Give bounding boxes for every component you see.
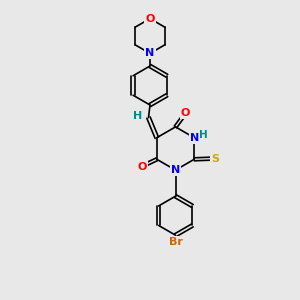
Text: N: N xyxy=(171,165,180,175)
Text: H: H xyxy=(134,111,142,121)
Text: O: O xyxy=(138,162,147,172)
Text: S: S xyxy=(211,154,219,164)
Text: H: H xyxy=(200,130,208,140)
Text: Br: Br xyxy=(169,237,182,247)
Text: N: N xyxy=(190,133,199,143)
Text: O: O xyxy=(180,108,190,118)
Text: O: O xyxy=(145,14,155,24)
Text: N: N xyxy=(146,48,154,59)
